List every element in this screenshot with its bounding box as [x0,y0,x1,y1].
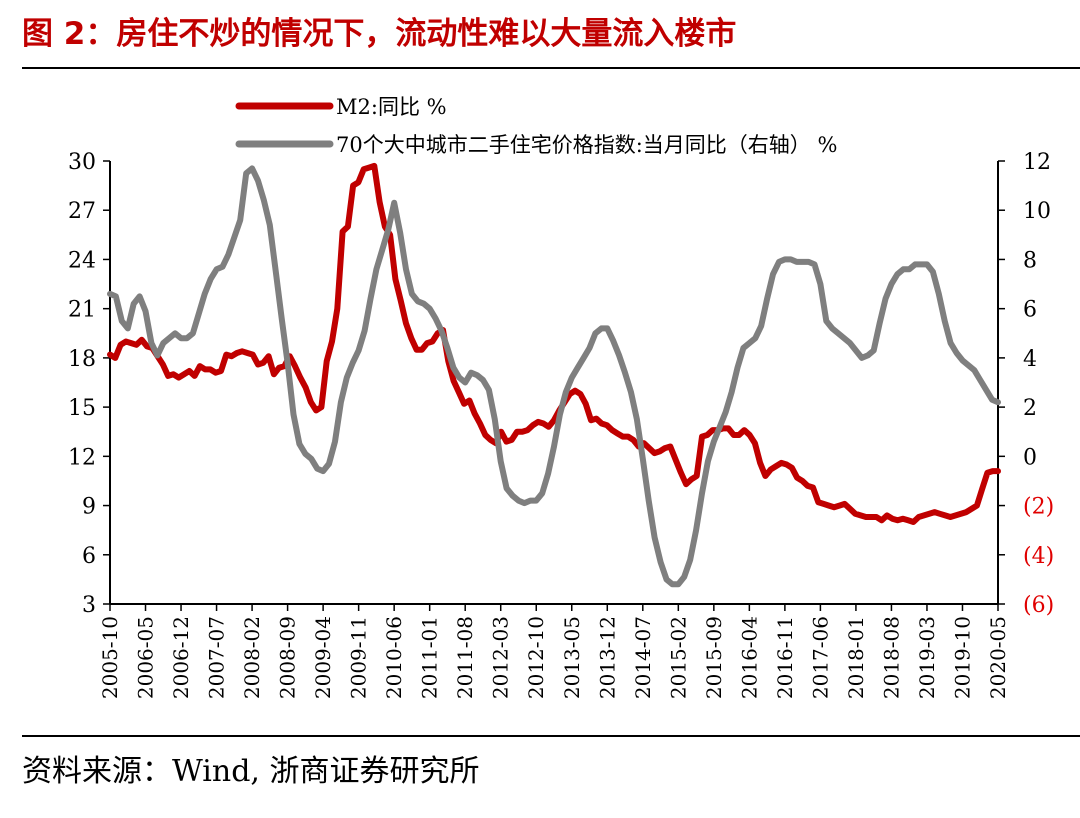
x-axis-tick-label: 2006-12 [169,616,193,699]
right-axis-tick-label: (4) [1023,544,1054,569]
x-axis-tick-label: 2008-02 [240,616,264,699]
right-axis-tick-label: 12 [1023,150,1051,175]
x-axis-tick-label: 2014-07 [631,616,655,699]
x-axis-tick-label: 2015-09 [702,616,726,699]
x-axis-tick-label: 2007-07 [205,616,229,699]
legend-label-housing: 70个大中城市二手住宅价格指数:当月同比（右轴） % [336,133,837,157]
chart-legend: M2:同比 % 70个大中城市二手住宅价格指数:当月同比（右轴） % [235,95,837,157]
x-axis-tick-label: 2009-04 [311,616,335,699]
x-axis-tick-label: 2010-06 [382,616,406,699]
right-axis-tick-label: 0 [1023,445,1037,470]
x-axis-tick-label: 2012-03 [489,616,513,699]
right-axis-tick-label: 2 [1023,396,1037,421]
x-axis-tick-label: 2008-09 [276,616,300,699]
chart-series-layer [107,162,1001,588]
x-axis-tick-label: 2020-05 [986,616,1010,699]
x-axis-tick-label: 2005-10 [98,616,122,699]
left-axis-tick-label: 21 [68,298,96,323]
x-axis-tick-label: 2013-12 [595,616,619,699]
figure-title: 图 2：房住不炒的情况下，流动性难以大量流入楼市 [22,16,737,52]
left-axis-tick-label: 3 [82,593,96,618]
x-axis-tick-label: 2019-10 [950,616,974,699]
x-axis-tick-label: 2017-06 [808,616,832,699]
left-axis-tick-label: 12 [68,445,96,470]
left-axis-tick-label: 6 [82,544,96,569]
x-axis-tick-label: 2016-04 [737,616,761,699]
x-axis-tick-label: 2015-02 [666,616,690,699]
series-line-housing-price [107,165,1001,588]
x-axis-tick-label: 2019-03 [915,616,939,699]
x-axis-tick-label: 2006-05 [134,616,158,699]
x-axis-tick-label: 2013-05 [560,616,584,699]
x-axis-tick-label: 2012-10 [524,616,548,699]
left-axis-tick-label: 30 [68,150,96,175]
right-axis-tick-label: 4 [1023,347,1037,372]
left-axis-tick-label: 24 [68,248,96,273]
x-axis-tick-label: 2018-01 [844,616,868,699]
legend-label-m2: M2:同比 % [336,95,447,119]
x-axis-tick-label: 2011-08 [453,616,477,699]
title-rule [22,67,1080,69]
right-axis-tick-label: 6 [1023,298,1037,323]
source-rule [22,735,1080,737]
series-line-m2 [107,162,1001,525]
right-axis-tick-label: (6) [1023,593,1054,618]
right-axis-tick-label: 10 [1023,199,1051,224]
left-axis-tick-label: 15 [68,396,96,421]
right-axis-tick-label: 8 [1023,248,1037,273]
x-axis-tick-label: 2016-11 [773,616,797,699]
x-axis-tick-label: 2011-01 [418,616,442,699]
source-note: 资料来源：Wind, 浙商证券研究所 [22,754,480,789]
left-axis-tick-label: 18 [68,347,96,372]
left-axis-tick-label: 9 [82,495,96,520]
chart-axes: 36912151821242730(6)(4)(2)0246810122005-… [68,150,1054,699]
right-axis-tick-label: (2) [1023,495,1054,520]
left-axis-tick-label: 27 [68,199,96,224]
x-axis-tick-label: 2009-11 [347,616,371,699]
x-axis-tick-label: 2018-08 [879,616,903,699]
